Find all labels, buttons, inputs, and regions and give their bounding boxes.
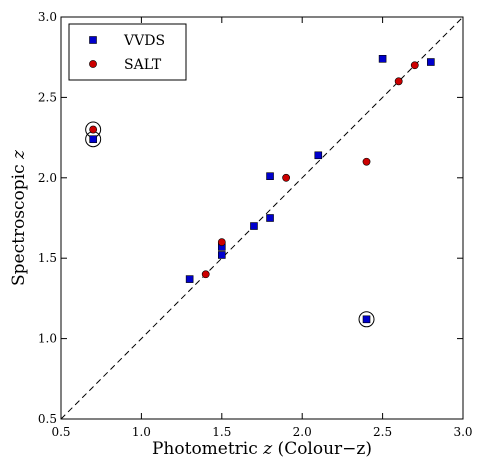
plot-frame (60, 16, 464, 420)
highlight-ring (358, 311, 375, 328)
legend: VVDS SALT (68, 23, 187, 81)
data-point-circle (201, 270, 210, 279)
data-point-square (266, 172, 274, 180)
data-point-square (89, 135, 97, 144)
x-tick-label: 2.5 (373, 425, 392, 439)
y-tick-label: 1.0 (38, 332, 57, 346)
y-tick-label: 3.0 (38, 10, 57, 24)
y-tick-label: 2.5 (38, 90, 57, 104)
data-point-circle (89, 125, 98, 134)
legend-label-salt: SALT (124, 57, 162, 73)
data-point-circle (217, 238, 226, 247)
data-point-circle (394, 77, 403, 86)
x-axis-label-var: z (262, 439, 273, 459)
ticks-layer: 0.5 1.0 1.5 2.0 2.5 3.0 0.5 1.0 1.5 2.0 2.5 3.0 (38, 10, 473, 439)
x-axis-label-prefix: Photometric (152, 439, 263, 459)
y-axis-label: Spectroscopic z (9, 149, 29, 286)
x-tick-label: 0.5 (51, 425, 70, 439)
data-point-square (218, 251, 226, 259)
x-axis-label-suffix: (Colour−z) (272, 439, 372, 459)
y-axis-label-prefix: Spectroscopic (9, 159, 29, 286)
data-point-square (378, 55, 387, 63)
x-tick-label: 2.0 (293, 425, 312, 439)
data-point-square (427, 58, 435, 66)
data-point-circle (410, 61, 419, 70)
legend-label-vvds: VVDS (123, 33, 165, 49)
series-layer (89, 55, 435, 324)
x-tick-label: 3.0 (453, 425, 472, 439)
x-axis-label: Photometric z (Colour−z) (152, 439, 372, 459)
data-point-square (314, 151, 323, 160)
data-point-square (362, 315, 371, 324)
legend-box (68, 23, 187, 81)
legend-marker-square (89, 36, 97, 44)
data-point-square (266, 214, 274, 222)
series-vvds (89, 55, 435, 324)
data-point-circle (282, 173, 291, 182)
x-tick-label: 1.0 (132, 425, 151, 439)
y-tick-label: 1.5 (38, 251, 57, 265)
data-point-square (250, 222, 258, 230)
x-tick-label: 1.5 (212, 425, 231, 439)
data-point-square (185, 275, 194, 283)
y-axis-label-var: z (9, 149, 29, 160)
data-point-circle (362, 157, 371, 166)
y-tick-label: 2.0 (38, 171, 57, 185)
series-salt (89, 61, 419, 279)
legend-marker-circle (89, 60, 97, 68)
y-tick-label: 0.5 (38, 412, 57, 426)
